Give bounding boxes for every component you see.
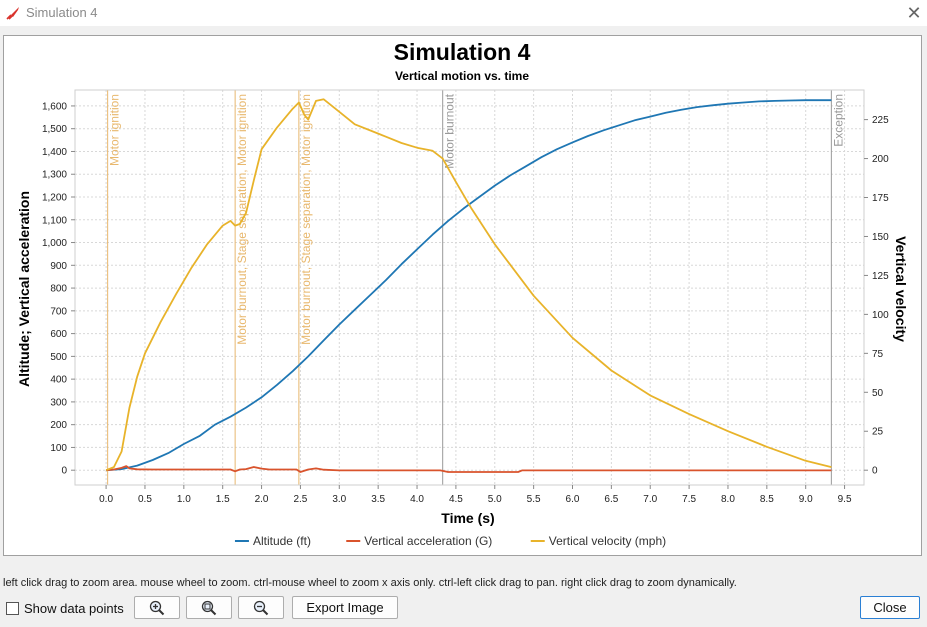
x-tick-label: 3.5 xyxy=(371,494,385,505)
series-lines xyxy=(105,98,832,473)
zoom-out-button[interactable] xyxy=(238,596,284,619)
legend-item: Vertical acceleration (G) xyxy=(364,534,492,548)
x-axis-label: Time (s) xyxy=(441,510,494,526)
legend: Altitude (ft) Vertical acceleration (G) Ve… xyxy=(234,534,666,548)
x-tick-label: 4.5 xyxy=(449,494,463,505)
x-tick-label: 3.0 xyxy=(332,494,346,505)
y-right-tick-label: 75 xyxy=(872,349,884,360)
zoom-out-icon xyxy=(253,600,269,615)
y-axis-left-label: Altitude; Vertical acceleration xyxy=(16,191,32,387)
y-left-tick-label: 800 xyxy=(50,284,67,295)
y-right-tick-label: 50 xyxy=(872,388,884,399)
grid xyxy=(75,90,864,485)
y-right-tick-label: 150 xyxy=(872,232,889,243)
y-left-tick-label: 0 xyxy=(61,466,67,477)
y-left-tick-label: 900 xyxy=(50,261,67,272)
zoom-in-button[interactable] xyxy=(134,596,180,619)
export-image-button[interactable]: Export Image xyxy=(292,596,398,619)
y-left-tick-label: 500 xyxy=(50,352,67,363)
x-tick-label: 8.0 xyxy=(721,494,735,505)
y-left-tick-label: 1,300 xyxy=(42,170,67,181)
y-left-tick-label: 600 xyxy=(50,329,67,340)
y-left-tick-label: 1,600 xyxy=(42,101,67,112)
y-left-tick-label: 300 xyxy=(50,397,67,408)
series-line xyxy=(106,99,832,472)
y-axis-right-label: Vertical velocity xyxy=(893,236,909,342)
event-label: Motor burnout xyxy=(443,93,457,168)
chart-subtitle: Vertical motion vs. time xyxy=(395,69,529,83)
x-tick-label: 8.5 xyxy=(760,494,774,505)
x-tick-label: 7.0 xyxy=(643,494,657,505)
event-label: Motor ignition xyxy=(108,94,122,166)
x-tick-label: 5.5 xyxy=(527,494,541,505)
event-label: Motor burnout, Stage separation, Motor i… xyxy=(299,94,313,345)
y-right-tick-label: 0 xyxy=(872,466,878,477)
x-tick-label: 6.0 xyxy=(566,494,580,505)
close-button[interactable]: Close xyxy=(860,596,920,619)
zoom-reset-icon xyxy=(201,600,217,615)
x-tick-label: 1.5 xyxy=(216,494,230,505)
rocket-icon xyxy=(6,7,19,20)
window-title: Simulation 4 xyxy=(26,5,98,20)
y-left-tick-label: 1,500 xyxy=(42,124,67,135)
y-left-tick-label: 700 xyxy=(50,306,67,317)
usage-hint: left click drag to zoom area. mouse whee… xyxy=(3,577,737,589)
zoom-reset-button[interactable] xyxy=(186,596,232,619)
y-left-tick-label: 100 xyxy=(50,443,67,454)
show-data-points-label: Show data points xyxy=(24,600,124,616)
y-left-tick-label: 400 xyxy=(50,375,67,386)
x-tick-label: 4.0 xyxy=(410,494,424,505)
y-right-tick-label: 225 xyxy=(872,115,889,126)
x-tick-label: 9.5 xyxy=(838,494,852,505)
y-left-tick-label: 200 xyxy=(50,420,67,431)
y-right-tick-label: 25 xyxy=(872,427,884,438)
title-bar: Simulation 4 ✕ xyxy=(0,0,927,26)
axis-ticks: 0.0 0.5 1.0 1.5 2.0 2.5 3.0 3.5 4.0 4.5 5.0 5.5 6.0 6… xyxy=(42,101,889,505)
x-tick-label: 0.5 xyxy=(138,494,152,505)
x-tick-label: 6.5 xyxy=(604,494,618,505)
legend-item: Vertical velocity (mph) xyxy=(549,534,666,548)
y-left-tick-label: 1,100 xyxy=(42,215,67,226)
event-markers: Motor ignition Motor burnout, Stage separ… xyxy=(107,90,845,485)
y-right-tick-label: 125 xyxy=(872,271,889,282)
x-tick-label: 2.0 xyxy=(255,494,269,505)
x-tick-label: 1.0 xyxy=(177,494,191,505)
plot-frame xyxy=(74,89,865,486)
y-right-tick-label: 175 xyxy=(872,193,889,204)
chart-panel[interactable]: Motor ignition Motor burnout, Stage separ… xyxy=(3,35,922,556)
legend-item: Altitude (ft) xyxy=(253,534,311,548)
y-left-tick-label: 1,200 xyxy=(42,193,67,204)
y-right-tick-label: 200 xyxy=(872,154,889,165)
x-tick-label: 0.0 xyxy=(99,494,113,505)
show-data-points-toggle[interactable]: Show data points xyxy=(6,598,124,618)
event-label: Exception xyxy=(831,94,845,147)
y-left-tick-label: 1,000 xyxy=(42,238,67,249)
x-tick-label: 2.5 xyxy=(293,494,307,505)
x-tick-label: 9.0 xyxy=(799,494,813,505)
y-right-tick-label: 100 xyxy=(872,310,889,321)
y-left-tick-label: 1,400 xyxy=(42,147,67,158)
series-line xyxy=(105,98,832,472)
zoom-in-icon xyxy=(149,600,165,615)
chart-title: Simulation 4 xyxy=(394,39,531,65)
show-data-points-checkbox[interactable] xyxy=(6,601,19,615)
window-close-button[interactable]: ✕ xyxy=(906,3,922,23)
series-line xyxy=(106,465,832,473)
x-tick-label: 5.0 xyxy=(488,494,502,505)
x-tick-label: 7.5 xyxy=(682,494,696,505)
chart[interactable]: Motor ignition Motor burnout, Stage separ… xyxy=(4,36,921,555)
